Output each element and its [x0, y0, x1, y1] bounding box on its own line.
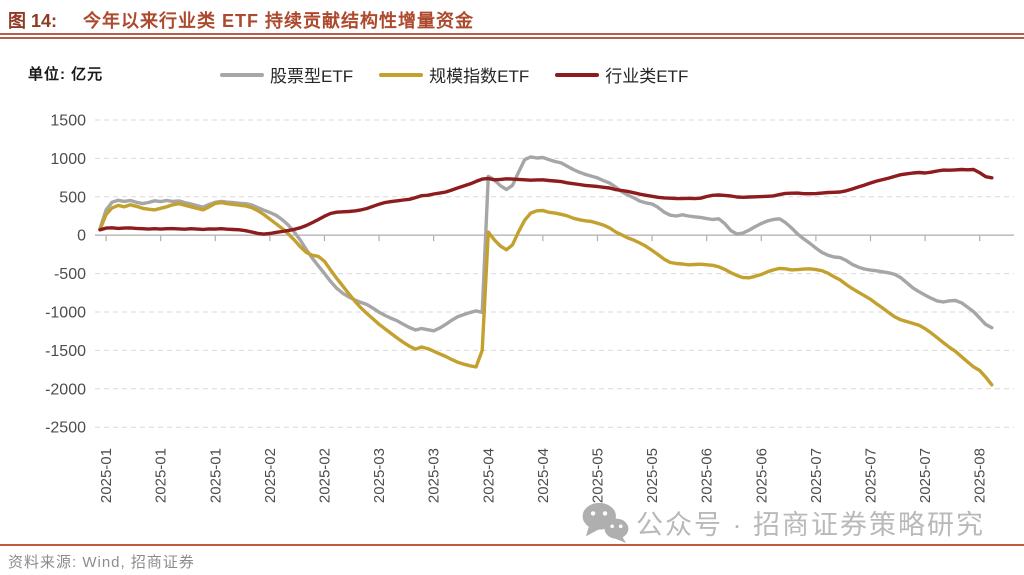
- legend-swatch-broad-index-etf: [379, 72, 424, 77]
- x-axis-tick-label: 2025-04: [480, 448, 497, 503]
- source-note: 资料来源: Wind, 招商证券: [8, 554, 195, 571]
- x-axis-tick-label: 2025-06: [699, 448, 716, 503]
- legend-item-equity-etf: 股票型ETF: [220, 62, 353, 87]
- x-axis-tick-label: 2025-05: [589, 448, 606, 503]
- legend-label-broad-index-etf: 规模指数ETF: [429, 67, 530, 86]
- y-axis-tick-label: 1000: [50, 151, 86, 168]
- legend-item-sector-etf: 行业类ETF: [555, 62, 688, 87]
- y-axis-tick-label: -2500: [45, 420, 86, 437]
- y-axis-tick-label: -1000: [45, 305, 86, 322]
- x-axis-tick-label: 2025-03: [371, 448, 388, 503]
- unit-label: 单位: 亿元: [28, 66, 104, 83]
- x-axis-tick-label: 2025-01: [98, 448, 115, 503]
- chart-legend: 股票型ETF 规模指数ETF 行业类ETF: [220, 62, 688, 87]
- title-divider-top: [0, 33, 1024, 35]
- x-axis-tick-label: 2025-07: [862, 448, 879, 503]
- figure-number-label: 图 14:: [8, 11, 58, 31]
- footer-divider: [0, 544, 1024, 546]
- legend-swatch-sector-etf: [555, 72, 600, 77]
- y-axis-tick-label: 0: [77, 228, 86, 245]
- x-axis-tick-label: 2025-08: [972, 448, 989, 503]
- y-axis-tick-label: -500: [54, 266, 86, 283]
- y-axis-tick-label: -1500: [45, 343, 86, 360]
- title-divider-bottom: [0, 37, 1024, 39]
- series-line-equity-etf: [98, 155, 994, 333]
- series-line-sector-etf: [98, 167, 994, 236]
- x-axis-tick-label: 2025-06: [753, 448, 770, 503]
- series-line-broad-index-etf: [98, 200, 994, 387]
- x-axis-tick-label: 2025-04: [535, 448, 552, 503]
- watermark: 公众号 · 招商证券策略研究: [580, 501, 985, 543]
- x-axis-tick-label: 2025-07: [808, 448, 825, 503]
- figure-title: 今年以来行业类 ETF 持续贡献结构性增量资金: [83, 11, 475, 31]
- x-axis-tick-label: 2025-02: [316, 448, 333, 503]
- x-axis-tick-label: 2025-01: [153, 448, 170, 503]
- y-axis-tick-label: 500: [59, 189, 86, 206]
- legend-swatch-equity-etf: [220, 72, 264, 77]
- x-axis-tick-label: 2025-03: [426, 448, 443, 503]
- wechat-icon: [582, 502, 629, 543]
- watermark-text: 公众号 · 招商证券策略研究: [636, 509, 985, 540]
- x-axis-tick-label: 2025-01: [207, 448, 224, 503]
- legend-label-equity-etf: 股票型ETF: [270, 67, 354, 86]
- figure-title-row: 图 14: 今年以来行业类 ETF 持续贡献结构性增量资金: [8, 7, 474, 33]
- x-axis-tick-label: 2025-05: [644, 448, 661, 503]
- legend-label-sector-etf: 行业类ETF: [605, 67, 689, 86]
- y-axis-tick-label: -2000: [45, 381, 86, 398]
- x-axis-tick-label: 2025-02: [262, 448, 279, 503]
- y-axis-tick-label: 1500: [50, 113, 86, 130]
- legend-item-broad-index-etf: 规模指数ETF: [379, 62, 529, 87]
- x-axis-tick-label: 2025-07: [917, 448, 934, 503]
